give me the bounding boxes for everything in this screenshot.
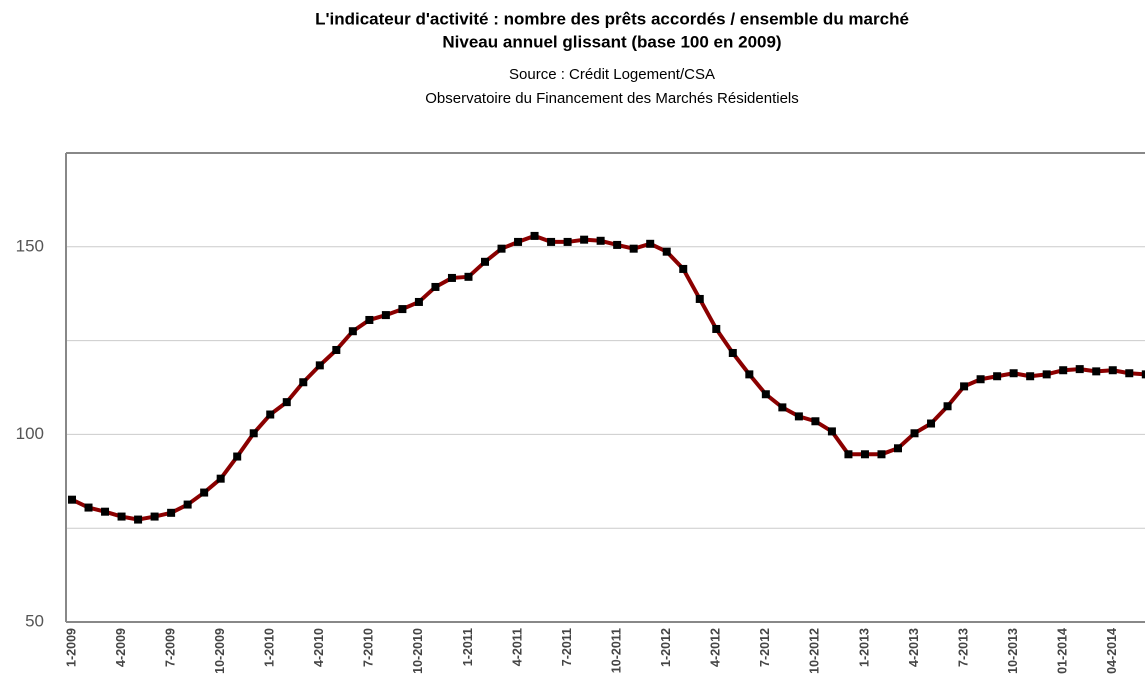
marker [167,508,176,517]
marker [960,382,969,391]
marker [860,450,869,459]
marker [200,488,209,497]
marker [877,450,886,459]
marker [282,398,291,407]
marker [712,324,721,333]
marker [1026,372,1035,381]
chart-subtitle: Niveau annuel glissant (base 100 en 2009… [442,32,781,51]
x-tick-label: 1-2013 [857,628,871,667]
marker [646,239,655,248]
y-tick-label: 50 [25,611,44,630]
marker [183,500,192,509]
marker [315,361,324,370]
marker [497,244,506,253]
x-tick-label: 7-2013 [956,628,970,667]
marker [68,495,76,504]
marker [365,315,374,324]
marker [1042,370,1051,379]
marker [910,429,919,438]
x-tick-label: 1-2010 [263,628,277,667]
x-tick-label: 1-2009 [64,628,78,667]
grid [66,246,1145,529]
marker [811,417,820,426]
marker [695,294,704,303]
marker [481,257,489,266]
x-tick-label: 10-2013 [1006,628,1020,674]
y-tick-label: 150 [16,236,44,255]
marker [563,237,572,246]
marker [844,450,853,459]
marker [447,273,456,282]
x-tick-label: 4-2012 [709,628,723,667]
marker [993,372,1002,381]
x-tick-label: 7-2009 [163,628,177,667]
marker [117,512,126,521]
marker [547,237,556,246]
chart-title: L'indicateur d'activité : nombre des prê… [315,9,909,28]
marker [927,419,936,428]
marker [1108,366,1117,375]
marker [514,237,523,246]
x-tick-label: 4-2011 [510,628,524,666]
x-tick-label: 1-2011 [461,628,475,666]
source-detail: Observatoire du Financement des Marchés … [425,90,799,107]
marker [1141,370,1145,379]
marker [431,282,440,291]
marker [134,515,143,524]
y-tick-label: 100 [16,424,44,443]
marker [745,370,754,379]
x-tick-label: 7-2012 [758,628,772,667]
marker [728,348,737,357]
marker [1009,369,1018,378]
marker [381,311,390,320]
marker [894,444,902,453]
x-tick-label: 01-2014 [1055,628,1069,674]
x-tick-label: 4-2010 [312,628,326,667]
marker [266,410,275,419]
marker [1092,367,1101,376]
marker [976,375,985,384]
marker [348,327,357,336]
marker [761,390,770,399]
x-tick-label: 4-2013 [907,628,921,667]
marker [464,272,473,281]
marker [216,474,225,483]
marker [580,235,589,244]
x-tick-label: 10-2011 [609,628,623,673]
marker [629,244,638,253]
marker [84,503,93,512]
marker [233,452,242,461]
marker [794,412,803,421]
marker [101,507,110,516]
marker [414,297,423,306]
marker [679,264,688,273]
x-tick-label: 04-2014 [1105,628,1119,674]
marker [778,403,787,412]
marker [150,512,159,521]
x-tick-label: 10-2010 [411,628,425,674]
x-tick-label: 4-2009 [114,628,128,667]
marker [398,305,407,314]
marker [1125,369,1134,378]
marker [299,378,308,387]
x-tick-label: 7-2011 [560,628,574,666]
marker [530,231,539,240]
x-tick-label: 10-2012 [808,628,822,674]
marker [943,402,952,411]
x-tick-label: 10-2009 [213,628,227,674]
marker [613,240,622,249]
marker [249,429,258,438]
source: Source : Crédit Logement/CSA [509,66,715,83]
x-tick-label: 7-2010 [362,628,376,667]
marker [332,345,341,354]
x-tick-label: 1-2012 [659,628,673,667]
marker [596,236,605,245]
marker [662,247,671,256]
marker [827,427,836,436]
marker [1059,366,1068,375]
marker [1075,365,1084,374]
